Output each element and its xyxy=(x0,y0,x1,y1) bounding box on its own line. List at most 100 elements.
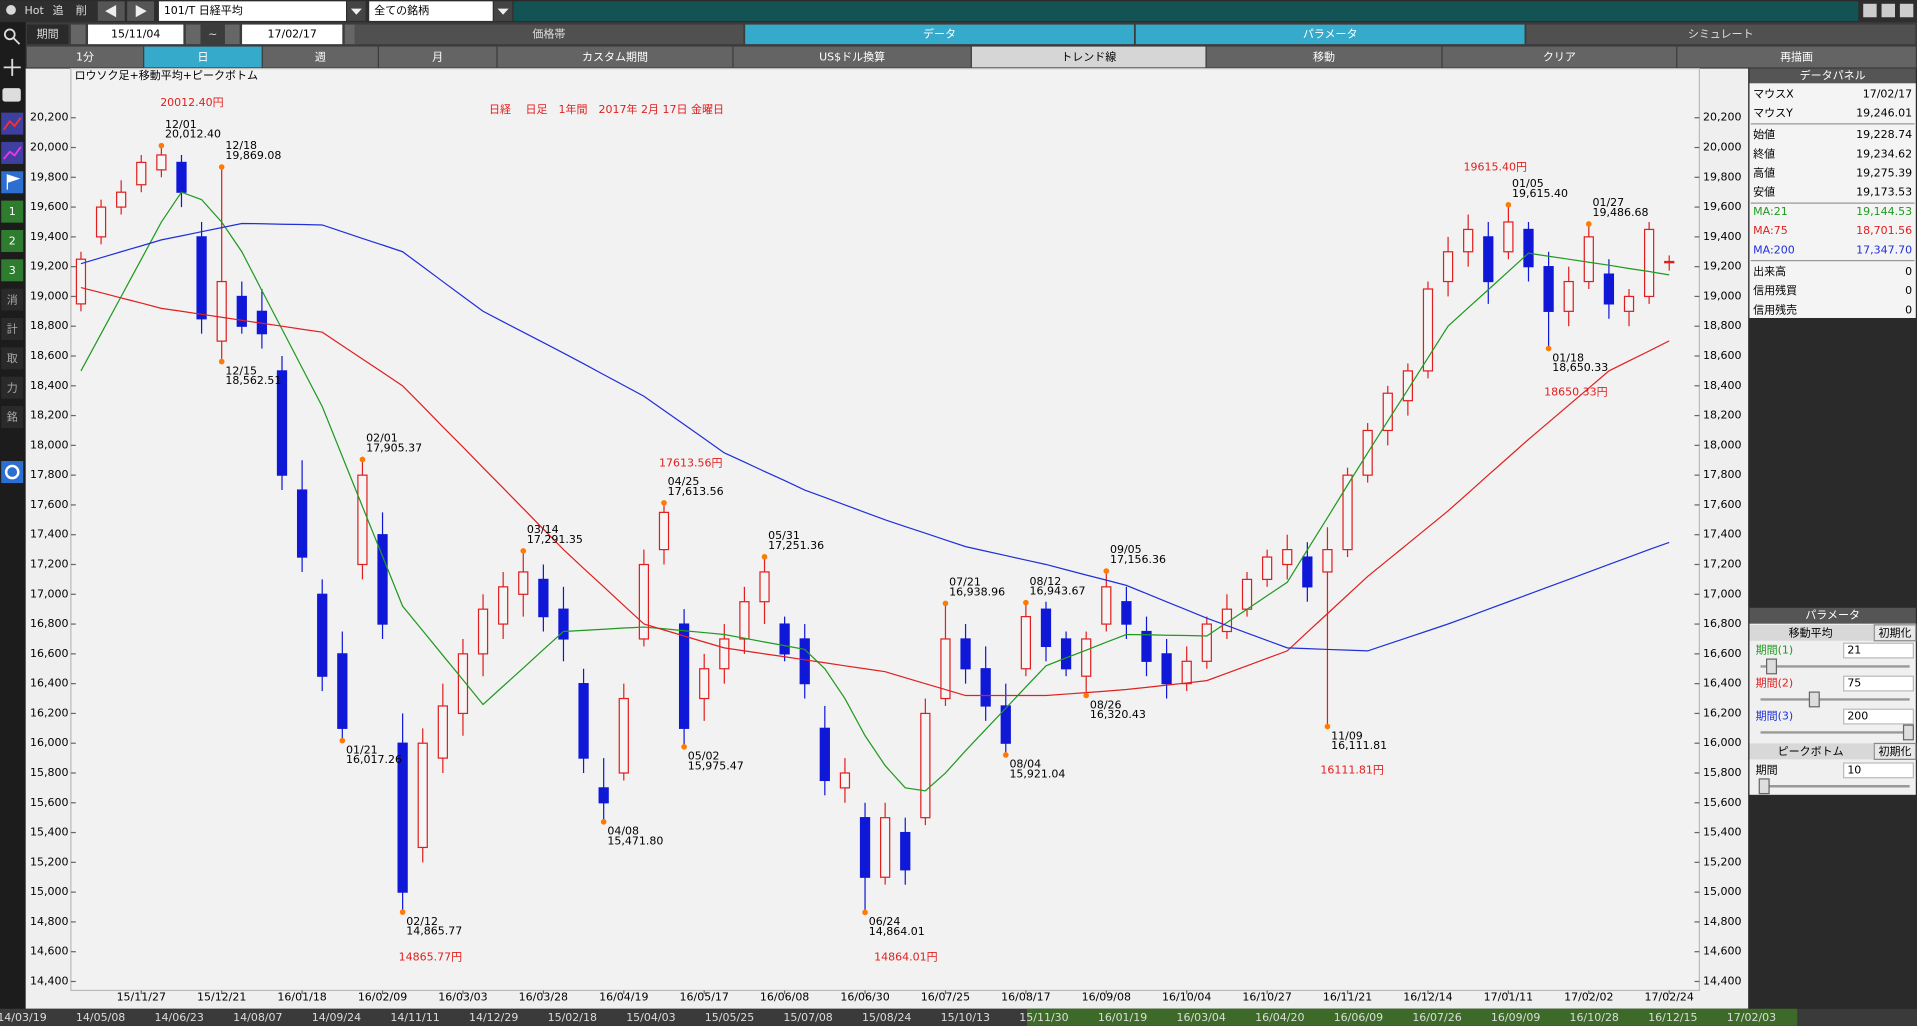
camera-icon[interactable] xyxy=(2,88,21,102)
marker-date: 01/18 xyxy=(1552,351,1584,364)
candle-body xyxy=(1040,608,1052,648)
panel-key: MA:75 xyxy=(1753,224,1788,237)
period-button[interactable] xyxy=(1206,46,1442,68)
timeline-label: 16/10/28 xyxy=(1570,1011,1619,1024)
maximize-button[interactable] xyxy=(1881,3,1895,18)
bottom-marker xyxy=(218,358,225,365)
candle-body xyxy=(1583,236,1594,283)
candle-body xyxy=(518,571,529,595)
candle-body xyxy=(296,489,308,558)
param-input[interactable] xyxy=(1843,642,1914,659)
period-button[interactable] xyxy=(1677,46,1916,68)
sidebar-button[interactable] xyxy=(1,376,24,399)
add-button[interactable]: 追 xyxy=(53,3,64,17)
tab[interactable] xyxy=(1526,24,1916,45)
timeline-label: 16/09/09 xyxy=(1491,1011,1540,1024)
moving-average xyxy=(80,222,1670,652)
tab[interactable] xyxy=(354,24,744,45)
from-next[interactable] xyxy=(185,24,201,45)
universe-box[interactable] xyxy=(369,1,493,21)
slider-handle[interactable] xyxy=(1902,724,1914,741)
slider-handle[interactable] xyxy=(1766,658,1778,675)
settings-icon[interactable] xyxy=(1,461,24,484)
period-button[interactable] xyxy=(262,46,378,68)
x-tick-label: 16/03/28 xyxy=(519,991,568,1004)
timeline-range[interactable] xyxy=(1026,1008,1798,1026)
param-input[interactable] xyxy=(1843,675,1914,692)
param-value: 200 xyxy=(1847,710,1868,723)
x-tick-label: 16/12/14 xyxy=(1403,991,1452,1004)
symbol-box[interactable] xyxy=(158,1,346,21)
y-tick-label: 18,600 xyxy=(1703,349,1742,362)
search-icon[interactable] xyxy=(3,28,16,41)
candle-body xyxy=(377,534,388,625)
to-prev[interactable] xyxy=(224,24,240,45)
period-button[interactable] xyxy=(378,46,497,68)
sidebar-button[interactable] xyxy=(1,259,24,282)
period-button[interactable] xyxy=(971,46,1206,68)
slider-handle[interactable] xyxy=(1808,691,1820,708)
next-arrow xyxy=(135,5,147,18)
peak-marker xyxy=(942,600,949,607)
sidebar-label: 3 xyxy=(9,264,16,277)
param-input[interactable] xyxy=(1843,708,1914,725)
param-input[interactable] xyxy=(1843,762,1914,779)
from-box[interactable] xyxy=(88,24,184,45)
period-button-label: 1分 xyxy=(76,51,94,64)
sidebar-button[interactable] xyxy=(1,200,24,223)
y-tick-label: 17,200 xyxy=(1703,558,1742,571)
period-button[interactable] xyxy=(497,46,733,68)
close-button[interactable] xyxy=(1899,3,1914,18)
flag-icon[interactable] xyxy=(1,171,24,194)
sidebar-label: 力 xyxy=(7,381,18,394)
tab[interactable] xyxy=(1135,24,1525,45)
panel-key: 始値 xyxy=(1753,127,1775,141)
add-icon[interactable] xyxy=(3,58,21,76)
y-tick-label: 15,400 xyxy=(30,826,69,839)
section-header xyxy=(1749,624,1873,641)
period-button[interactable] xyxy=(1442,46,1677,68)
hot-button[interactable]: Hot xyxy=(24,4,44,17)
delete-button[interactable]: 削 xyxy=(76,3,87,17)
reset-button[interactable] xyxy=(1873,624,1917,642)
reset-button[interactable] xyxy=(1873,742,1917,760)
sidebar-label: 取 xyxy=(7,352,18,365)
candle-body xyxy=(1503,221,1514,253)
marker-value: 17,905.37 xyxy=(366,441,422,454)
candle-body xyxy=(1543,266,1554,312)
timeline-label: 16/04/20 xyxy=(1255,1011,1304,1024)
sidebar-button[interactable] xyxy=(1,406,24,429)
candle-body xyxy=(457,653,469,715)
peak-marker xyxy=(359,456,366,463)
candle-body xyxy=(156,154,167,171)
big-label: 16111.81円 xyxy=(1320,763,1383,776)
y-tick-label: 18,400 xyxy=(30,379,69,392)
tab[interactable] xyxy=(745,24,1134,45)
minimize-button[interactable] xyxy=(1863,3,1877,18)
param-value: 10 xyxy=(1847,763,1861,776)
from-prev[interactable] xyxy=(70,24,86,45)
x-tick-label: 16/01/18 xyxy=(277,991,326,1004)
marker-value: 17,251.36 xyxy=(768,539,824,552)
slider-handle[interactable] xyxy=(1758,778,1770,795)
sidebar-button[interactable] xyxy=(1,347,24,370)
sidebar-button[interactable] xyxy=(1,288,24,311)
y-tick-label: 20,200 xyxy=(30,111,69,124)
period-button[interactable] xyxy=(26,46,144,68)
panel-value: 19,234.62 xyxy=(1856,147,1912,160)
y-tick-label: 20,000 xyxy=(1703,141,1742,154)
to-box[interactable] xyxy=(242,24,343,45)
y-tick-label: 18,000 xyxy=(30,438,69,451)
candle-body xyxy=(196,236,207,320)
panel-key: 信用残買 xyxy=(1753,283,1797,297)
period-button[interactable] xyxy=(144,46,262,68)
sidebar-button[interactable] xyxy=(1,229,24,252)
candle-body xyxy=(1342,474,1353,551)
x-tick-label: 17/02/24 xyxy=(1645,991,1694,1004)
period-button[interactable] xyxy=(733,46,971,68)
sidebar-button[interactable] xyxy=(1,317,24,341)
tilde: ~ xyxy=(208,27,217,40)
y-tick-label: 14,400 xyxy=(30,974,69,987)
y-tick-label: 19,600 xyxy=(1703,200,1742,213)
